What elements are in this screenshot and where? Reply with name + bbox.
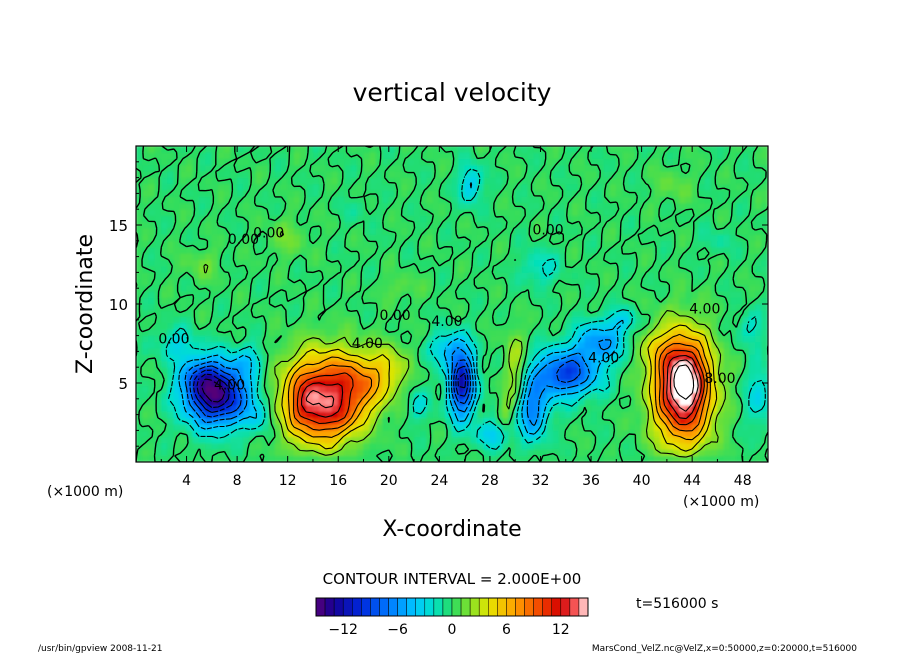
- contour-line: [281, 324, 718, 452]
- colorbar-segment: [442, 597, 453, 617]
- colorbar-segment: [524, 597, 534, 617]
- contour-labels: 0.004.000.000.004.000.00 4.000.004.004.00…: [158, 222, 735, 393]
- time-label: t=516000 s: [636, 596, 718, 612]
- colorbar-segment: [333, 597, 344, 617]
- colorbar-tick-label: 6: [502, 622, 511, 638]
- contour-line: [673, 364, 695, 400]
- x-tick-label: 4: [182, 473, 191, 489]
- contour-line: [165, 168, 766, 450]
- x-axis-label: X-coordinate: [382, 517, 521, 542]
- contour-label: 4.00: [431, 314, 462, 330]
- colorbar-segment: [460, 597, 471, 617]
- colorbar-segment: [451, 597, 462, 617]
- colorbar-tick-labels: −12 −6 0 6 12: [328, 622, 569, 638]
- x-unit-right: (×1000 m): [683, 494, 759, 510]
- contour-line: [196, 372, 467, 409]
- contour-label: 4.00: [588, 350, 619, 366]
- x-tick-label: 20: [380, 473, 398, 489]
- contour-line: [287, 333, 711, 441]
- footer-right: MarsCond_VelZ.nc@VelZ,x=0:50000,z=0:2000…: [592, 644, 857, 654]
- colorbar-segment: [497, 597, 507, 617]
- contour-line: [184, 339, 612, 427]
- contour-label: 4.00: [352, 336, 383, 352]
- x-tick-label: 28: [481, 473, 499, 489]
- colorbar-segment: [361, 597, 371, 617]
- colorbar-segment: [406, 597, 416, 617]
- velocity-field: [136, 146, 768, 462]
- y-tick-label: 10: [109, 296, 128, 314]
- y-tick-label: 15: [109, 217, 128, 235]
- contour-label: 4.00: [689, 301, 720, 317]
- x-tick-label: 24: [430, 473, 448, 489]
- colorbar-segment: [515, 597, 525, 617]
- x-tick-label: 12: [279, 473, 297, 489]
- colorbar-segment: [542, 597, 552, 617]
- contour-label: 0.00: [228, 232, 259, 248]
- contour-line: [192, 365, 469, 413]
- contour-label: 0.00: [253, 226, 284, 242]
- colorbar-segment: [397, 597, 407, 617]
- contour-interval-text: CONTOUR INTERVAL = 2.000E+00: [323, 570, 582, 588]
- y-tick-label: 5: [118, 375, 128, 393]
- x-tick-label: 48: [734, 473, 752, 489]
- colorbar-segment: [551, 597, 562, 617]
- x-tick-label: 40: [633, 473, 651, 489]
- colorbar-segment: [569, 597, 580, 617]
- colorbar-segment: [370, 597, 380, 617]
- x-tick-label: 44: [683, 473, 701, 489]
- contour-line: [178, 182, 624, 435]
- x-tick-label: 16: [329, 473, 347, 489]
- colorbar-segment: [469, 597, 480, 617]
- colorbar-segment: [578, 597, 589, 617]
- colorbar-segment: [379, 597, 389, 617]
- chart-title: vertical velocity: [353, 78, 552, 107]
- y-axis-ticks: 5 10 15: [109, 161, 768, 447]
- colorbar-segment: [424, 597, 435, 617]
- colorbar-segment: [506, 597, 516, 617]
- colorbar-tick-label: 12: [552, 622, 570, 638]
- contour-line: [201, 378, 226, 403]
- x-tick-label: 8: [233, 473, 242, 489]
- colorbar-segment: [415, 597, 426, 617]
- colorbar-tick-label: 0: [448, 622, 457, 638]
- contour-label: 0.00: [380, 308, 411, 324]
- contour-label: 4.00: [214, 377, 245, 393]
- x-tick-label: 32: [532, 473, 550, 489]
- colorbar-tick-label: −12: [328, 622, 358, 638]
- colorbar-frame: [315, 597, 589, 617]
- colorbar-segment: [478, 597, 489, 617]
- contour-line: [305, 359, 699, 412]
- contour-line: [301, 354, 702, 420]
- contour-line: [293, 342, 708, 432]
- contour-line: [296, 349, 705, 426]
- colorbar-tick-label: −6: [387, 622, 408, 638]
- colorbar-segment: [388, 597, 398, 617]
- x-axis-ticks: 4 8 12 16 20 24 28 32 36 40 44 48: [160, 146, 752, 489]
- colorbar-segment: [352, 597, 362, 617]
- colorbar-segment: [488, 597, 498, 617]
- colorbar-segment: [433, 597, 444, 617]
- contour-label: 0.00: [158, 332, 189, 348]
- colorbar-segment: [342, 597, 353, 617]
- contour-label: 0.00: [532, 222, 563, 238]
- contour-line: [189, 359, 581, 418]
- contour-label: 8.00: [704, 371, 735, 387]
- contour-line: [203, 230, 727, 458]
- y-axis-label: Z-coordinate: [73, 234, 98, 374]
- colorbar-segment: [560, 597, 571, 617]
- colorbar-segment: [324, 597, 335, 617]
- footer-left: /usr/bin/gpview 2008-11-21: [38, 644, 162, 654]
- x-tick-label: 36: [582, 473, 600, 489]
- colorbar: [315, 597, 589, 617]
- colorbar-segment: [315, 597, 326, 617]
- x-unit-left: (×1000 m): [47, 484, 123, 500]
- colorbar-segment: [533, 597, 543, 617]
